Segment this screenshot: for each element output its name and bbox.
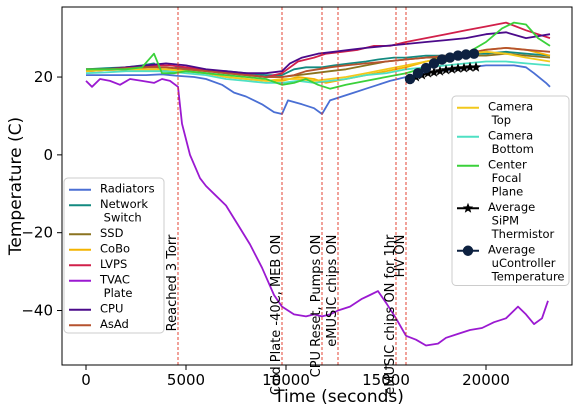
legend-marker-average-sipm-thermistor <box>462 202 474 213</box>
point-average-ucontroller-temperature <box>404 73 416 85</box>
y-tick-label: −40 <box>21 302 53 320</box>
point-average-ucontroller-temperature <box>460 49 472 60</box>
legend-label-ssd: SSD <box>100 226 124 240</box>
legend-label-cpu: CPU <box>100 302 123 316</box>
series-line-center-focal-plane <box>86 21 551 90</box>
legend-marker-average-ucontroller-temperature <box>462 245 474 256</box>
legend-label-network-switch: Network Switch <box>100 197 148 225</box>
point-average-sipm-thermistor <box>452 63 464 73</box>
point-average-sipm-thermistor <box>428 66 440 77</box>
point-average-ucontroller-temperature <box>420 62 432 74</box>
legend-label-radiators: Radiators <box>100 182 155 196</box>
series-line-radiators <box>86 64 551 115</box>
legend-label-tvac-plate: TVAC Plate <box>99 273 132 301</box>
point-average-sipm-thermistor <box>464 61 476 72</box>
y-axis-label: Temperature (C) <box>6 117 26 256</box>
event-label-reached-3-torr: Reached 3 Torr <box>165 234 180 331</box>
event-label-emusic-chips-on: eMUSIC chips ON <box>325 235 340 347</box>
x-tick-label: 0 <box>81 371 91 389</box>
point-average-sipm-thermistor <box>470 61 482 72</box>
y-tick-label: −20 <box>21 224 53 242</box>
event-label-hv-on: HV ON <box>393 235 408 278</box>
event-label-cold-plate-40c-meb-on: Cold Plate -40C, MEB ON <box>269 235 284 396</box>
legend-box <box>63 177 165 334</box>
x-tick-label: 20000 <box>462 371 510 389</box>
x-tick-label: 5000 <box>167 371 205 389</box>
point-average-ucontroller-temperature <box>436 54 448 65</box>
point-average-sipm-thermistor <box>434 65 446 76</box>
event-label-emusic-chips-on-for-1hr: eMUSIC chips ON for 1hr <box>383 234 398 395</box>
x-axis-label: Time (seconds) <box>273 387 404 407</box>
point-average-ucontroller-temperature <box>444 52 456 63</box>
x-tick-label: 15000 <box>362 371 410 389</box>
legend-label-center-focal-plane: Center Focal Plane <box>488 158 527 199</box>
point-average-ucontroller-temperature <box>412 68 424 79</box>
legend-label-camera-top: Camera Top <box>488 100 533 128</box>
axes: 0 5000 10000 15000 20000 −40 −20 0 20 <box>21 68 510 389</box>
x-tick-label: 10000 <box>262 371 310 389</box>
y-tick-label: 20 <box>34 68 53 86</box>
legend-label-asad: AsAd <box>100 317 129 331</box>
legend-label-camera-bottom: Camera Bottom <box>488 129 534 157</box>
point-average-ucontroller-temperature <box>452 50 464 61</box>
plot-lines <box>85 21 551 347</box>
series-line-tvac-plate <box>85 78 549 347</box>
series-line-cpu <box>86 31 551 75</box>
legend-label-average-sipm-thermistor: Average SiPM Thermistor <box>488 200 555 241</box>
y-tick-label: 0 <box>43 146 53 164</box>
point-average-ucontroller-temperature <box>428 58 440 69</box>
point-average-sipm-thermistor <box>446 63 458 74</box>
series-markers <box>404 48 482 85</box>
point-average-sipm-thermistor <box>458 62 470 73</box>
point-average-ucontroller-temperature <box>468 48 480 59</box>
legend-box <box>451 95 570 286</box>
legend-label-lvps: LVPS <box>100 257 127 271</box>
plot-frame <box>61 6 573 366</box>
event-annotations: Reached 3 Torr Cold Plate -40C, MEB ON CPU… <box>165 234 408 395</box>
legend-label-cobo: CoBo <box>100 242 130 256</box>
point-average-sipm-thermistor <box>440 64 452 75</box>
legend-label-average-ucontroller-temperature: Average uController Temperature <box>488 243 565 284</box>
event-label-cpu-reset-pumps-on: CPU Reset, Pumps ON <box>309 235 324 378</box>
series-line-lvps <box>85 21 551 78</box>
